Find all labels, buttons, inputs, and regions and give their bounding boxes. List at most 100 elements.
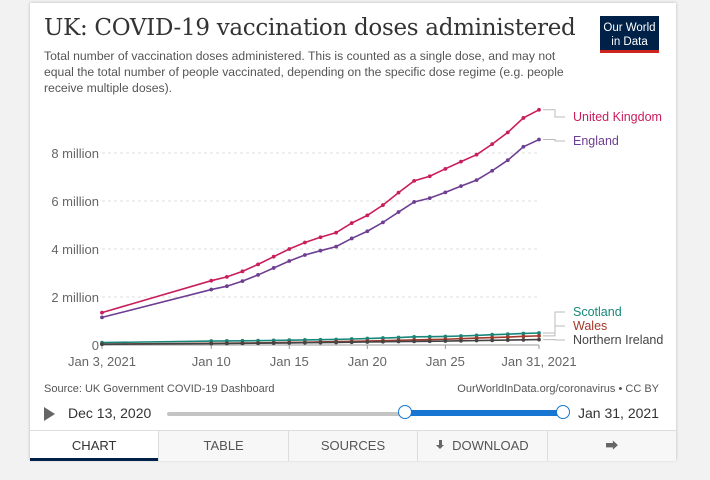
data-point <box>521 116 526 120</box>
legend-connector <box>543 325 565 337</box>
data-point <box>381 339 385 344</box>
data-point <box>443 166 448 171</box>
data-point <box>490 142 495 147</box>
owid-logo[interactable]: Our World in Data <box>600 16 659 53</box>
y-tick-label: 4 million <box>51 242 99 257</box>
y-tick-label: 0 <box>92 338 99 353</box>
data-point <box>209 287 214 292</box>
data-point <box>302 340 307 345</box>
data-point <box>365 340 370 344</box>
timeline-end-handle[interactable] <box>556 405 570 419</box>
data-point <box>505 338 510 342</box>
data-point <box>318 340 323 345</box>
data-point <box>537 137 541 142</box>
data-point <box>396 190 401 195</box>
x-tick-label: Jan 3, 2021 <box>68 354 136 369</box>
tab-table-label: TABLE <box>203 438 244 453</box>
data-point <box>240 279 245 284</box>
data-point <box>505 332 510 337</box>
data-point <box>521 331 526 336</box>
legend-connector <box>543 139 565 142</box>
data-point <box>287 259 292 263</box>
data-point <box>381 203 385 207</box>
data-point <box>302 240 307 245</box>
data-point <box>318 235 323 240</box>
data-point <box>412 339 417 344</box>
y-tick-label: 6 million <box>51 194 99 209</box>
data-point <box>427 339 432 344</box>
data-point <box>349 221 354 225</box>
data-point <box>505 335 510 339</box>
legend-connector <box>543 311 565 334</box>
series-label: Wales <box>573 319 607 333</box>
logo-line-1: Our World <box>603 22 656 34</box>
series-line <box>101 138 540 319</box>
data-point <box>412 200 417 204</box>
data-point <box>505 130 510 135</box>
data-point <box>474 333 479 338</box>
timeline-selection[interactable] <box>404 410 563 416</box>
data-point <box>334 230 339 235</box>
chart-card: UK: COVID-19 vaccination doses administe… <box>30 3 677 461</box>
data-point <box>100 342 104 347</box>
data-point <box>396 339 401 344</box>
data-point <box>459 334 463 338</box>
x-tick-label: Jan 15 <box>270 354 309 369</box>
tab-download[interactable]: DOWNLOAD <box>417 431 547 461</box>
data-point <box>427 174 432 179</box>
data-point <box>443 334 448 339</box>
data-point <box>396 210 401 214</box>
data-point <box>256 273 260 277</box>
data-point <box>287 340 292 345</box>
timeline-start-label: Dec 13, 2020 <box>68 405 152 421</box>
data-point <box>490 168 495 173</box>
data-point <box>521 334 526 339</box>
data-point <box>474 178 479 183</box>
data-point <box>240 269 245 274</box>
data-point <box>443 190 448 195</box>
tab-chart[interactable]: CHART <box>30 431 159 461</box>
chart-title: UK: COVID-19 vaccination doses administe… <box>44 15 576 41</box>
share-icon: ⮕ <box>605 438 619 453</box>
data-point <box>412 334 417 339</box>
data-point <box>224 341 229 346</box>
tab-chart-label: CHART <box>71 438 117 453</box>
data-point <box>256 341 260 346</box>
y-tick-label: 8 million <box>51 146 99 161</box>
y-tick-label: 2 million <box>51 290 99 305</box>
timeline-track[interactable] <box>167 412 563 416</box>
tab-bar: CHART TABLE SOURCES DOWNLOAD ⮕ <box>30 430 677 461</box>
series-label: United Kingdom <box>573 110 662 124</box>
download-icon <box>436 440 445 451</box>
data-point <box>256 262 260 267</box>
data-point <box>537 107 541 112</box>
license-link[interactable]: OurWorldInData.org/coronavirus • CC BY <box>457 383 659 395</box>
data-point <box>381 336 385 340</box>
x-tick-label: Jan 20 <box>348 354 387 369</box>
series-label: Northern Ireland <box>573 333 663 347</box>
timeline: Dec 13, 2020 Jan 31, 2021 <box>30 400 676 426</box>
series-label: Scotland <box>573 305 622 319</box>
data-point <box>505 158 510 163</box>
tab-sources[interactable]: SOURCES <box>287 431 418 461</box>
data-point <box>209 341 214 346</box>
data-point <box>287 247 292 251</box>
data-point <box>474 338 479 343</box>
data-point <box>334 340 339 345</box>
data-point <box>427 334 432 339</box>
timeline-start-handle[interactable] <box>397 405 412 419</box>
series-line <box>101 109 540 314</box>
data-point <box>100 310 104 315</box>
x-tick-label: Jan 31, 2021 <box>501 354 576 369</box>
data-point <box>240 341 245 346</box>
tab-table[interactable]: TABLE <box>158 431 288 461</box>
source-text: Source: UK Government COVID-19 Dashboard <box>44 383 275 395</box>
line-chart: 0 2 million 4 million 6 million 8 million Jan… <box>51 107 663 369</box>
data-point <box>349 340 354 345</box>
data-point <box>521 144 526 149</box>
tab-share[interactable]: ⮕ <box>546 431 677 461</box>
play-icon[interactable] <box>44 407 55 421</box>
tab-sources-label: SOURCES <box>320 438 386 453</box>
data-point <box>474 152 479 157</box>
data-point <box>537 337 541 342</box>
